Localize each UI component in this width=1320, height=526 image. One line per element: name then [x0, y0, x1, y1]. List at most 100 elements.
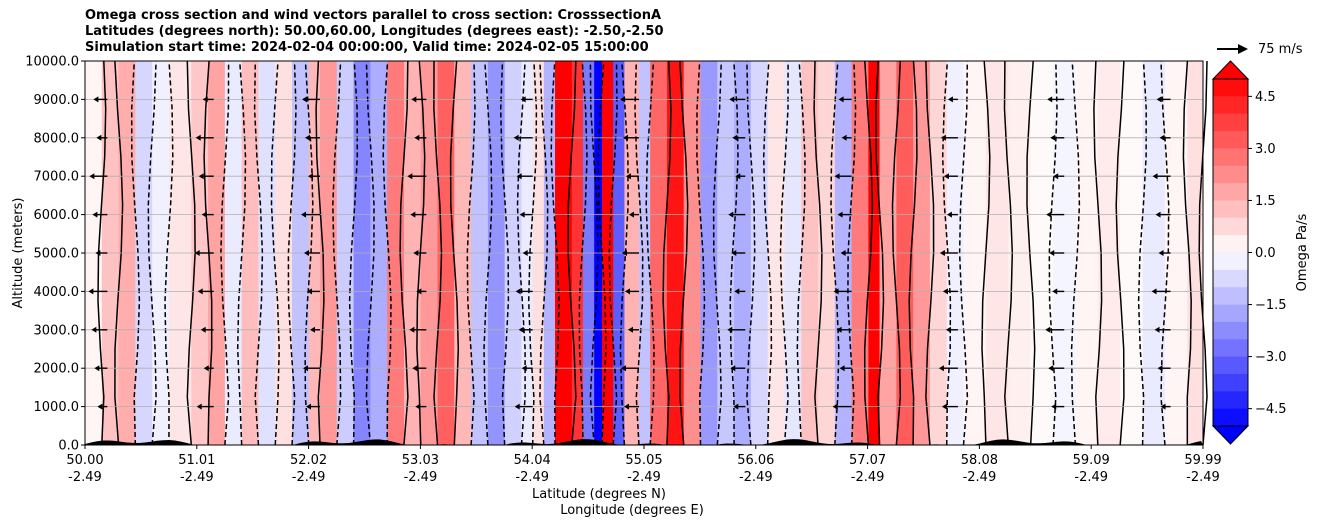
wind-vector-head	[198, 173, 204, 180]
colorbar-segment	[1213, 96, 1248, 115]
x-tick-label-lon: -2.49	[1074, 470, 1108, 485]
colorbar-tick-label: −1.5	[1255, 298, 1287, 313]
y-tick-label: 7000.0	[34, 170, 80, 185]
y-tick-label: 8000.0	[34, 131, 80, 146]
wind-vector-head	[734, 288, 740, 295]
wind-vector-head	[938, 365, 944, 372]
wind-vector-head	[96, 134, 102, 141]
colorbar-segment	[1213, 148, 1248, 167]
wind-vector-head	[1155, 211, 1161, 218]
wind-vector-head	[832, 403, 838, 410]
x-tick-label-lat: 58.08	[961, 453, 998, 468]
reference-vector-label: 75 m/s	[1258, 42, 1303, 57]
wind-vector-head	[628, 211, 634, 218]
wind-vector-head	[306, 403, 312, 410]
x-tick-label-lon: -2.49	[627, 470, 661, 485]
wind-vector-head	[522, 250, 528, 256]
wind-vector-head	[412, 365, 418, 372]
wind-vector-head	[415, 403, 421, 410]
x-tick-label-lon: -2.49	[404, 470, 438, 485]
wind-vector-head	[620, 365, 626, 372]
colorbar-tick-label: −4.5	[1255, 402, 1287, 417]
terrain	[85, 439, 1203, 445]
wind-vector-head	[407, 173, 413, 180]
wind-vector-head	[733, 403, 739, 410]
colorbar-segment	[1213, 339, 1248, 358]
colorbar-tick-label: 1.5	[1255, 194, 1276, 209]
y-axis-label: Altitude (meters)	[11, 198, 26, 309]
wind-vector-head	[1159, 134, 1165, 141]
wind-vector-head	[940, 134, 946, 141]
wind-vector-head	[836, 326, 842, 333]
wind-vector-head	[196, 403, 202, 410]
wind-vector-head	[202, 96, 208, 103]
wind-vector-head	[943, 173, 949, 180]
wind-vector-head	[625, 173, 631, 180]
wind-vector-head	[416, 288, 422, 295]
wind-vector-head	[307, 288, 313, 295]
wind-vector-head	[839, 365, 845, 372]
x-tick-label-lat: 51.01	[178, 453, 215, 468]
colorbar-segment	[1213, 287, 1248, 306]
wind-vector-head	[729, 96, 735, 103]
wind-vector-head	[518, 326, 524, 333]
x-tick-label-lon: -2.49	[68, 470, 102, 485]
wind-vector-head	[837, 211, 843, 218]
wind-vector-head	[302, 96, 308, 103]
y-tick-label: 4000.0	[34, 285, 80, 300]
wind-vector-head	[1050, 134, 1056, 141]
wind-vector-head	[1160, 403, 1166, 410]
wind-vector-head	[945, 326, 951, 333]
y-tick-label: 6000.0	[34, 208, 80, 223]
wind-vector-head	[619, 96, 625, 103]
y-tick-label: 0.0	[58, 439, 79, 454]
wind-vector-head	[735, 173, 741, 180]
wind-vector-head	[627, 326, 633, 333]
colorbar-segment	[1213, 321, 1248, 340]
wind-vector-head	[520, 96, 526, 103]
wind-vector-head	[305, 134, 311, 141]
wind-vector-head	[201, 211, 207, 218]
colorbar-label: Omega Pa/s	[1295, 213, 1310, 291]
wind-vector-head	[939, 250, 945, 256]
wind-vector-head	[301, 211, 307, 218]
colorbar-extend-max	[1211, 60, 1250, 80]
title-line-3: Simulation start time: 2024-02-04 00:00:…	[85, 40, 649, 55]
x-tick-label-lon: -2.49	[180, 470, 214, 485]
x-tick-label-lon: -2.49	[515, 470, 549, 485]
wind-vector-head	[88, 288, 94, 295]
colorbar-tick-label: −3.0	[1255, 350, 1287, 365]
y-tick-label: 3000.0	[34, 323, 80, 338]
colorbar-segment	[1213, 269, 1248, 288]
colorbar-segment	[1213, 200, 1248, 219]
x-tick-label-lon: -2.49	[739, 470, 773, 485]
colorbar-segment	[1213, 183, 1248, 201]
colorbar-tick-label: 4.5	[1255, 90, 1276, 105]
x-tick-label-lat: 53.03	[402, 453, 439, 468]
colorbar-tick-label: 3.0	[1255, 142, 1276, 157]
wind-vector-head	[833, 288, 839, 295]
wind-vector-head	[195, 134, 201, 141]
wind-vector-head	[413, 250, 419, 256]
colorbar-tick-label: 0.0	[1255, 246, 1276, 261]
x-tick-label-lat: 56.06	[737, 453, 774, 468]
wind-vector-head	[203, 365, 209, 372]
title-line-1: Omega cross section and wind vectors par…	[85, 8, 662, 23]
wind-vector-head	[514, 403, 520, 410]
wind-vector-head	[93, 96, 99, 103]
reference-vector: 75 m/s	[1216, 42, 1303, 60]
reference-arrow-icon	[1217, 44, 1248, 54]
colorbar-segment	[1213, 131, 1248, 149]
colorbar-segment	[1213, 408, 1248, 427]
colorbar-segment	[1213, 217, 1248, 236]
x-tick-label-lat: 50.00	[66, 453, 103, 468]
wind-vector-head	[308, 173, 314, 180]
y-tick-label: 10000.0	[25, 55, 79, 70]
colorbar-segment	[1213, 235, 1248, 253]
x-axis-label-lat: Latitude (degrees N)	[532, 487, 666, 502]
wind-vector-head	[521, 365, 527, 372]
colorbar-segment	[1213, 391, 1248, 410]
wind-vector-head	[91, 326, 97, 333]
x-axis-label-lon: Longitude (degrees E)	[560, 503, 704, 518]
y-tick-label: 1000.0	[34, 400, 80, 415]
